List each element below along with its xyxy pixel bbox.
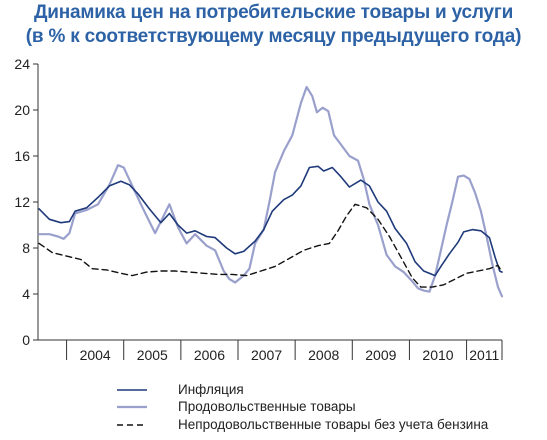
y-tick-label: 16: [14, 148, 30, 164]
series-line-food: [38, 85, 504, 298]
chart-legend: Инфляция Продовольственные товары Непродов…: [117, 382, 489, 432]
legend-label-food: Продовольственные товары: [178, 399, 356, 414]
y-tick-label: 24: [14, 56, 30, 72]
y-tick-label: 8: [22, 240, 30, 256]
x-tick-label: 2011: [469, 347, 499, 363]
y-tick-label: 0: [22, 332, 30, 348]
chart-subtitle: (в % к соответствующему месяцу предыдуще…: [25, 26, 522, 47]
legend-label-inflation: Инфляция: [178, 382, 244, 397]
x-tick-label: 2005: [137, 347, 168, 363]
y-tick-label: 12: [14, 194, 30, 210]
legend-label-nonfood: Непродовольственные товары без учета бен…: [178, 417, 489, 432]
x-tick-label: 2007: [251, 347, 282, 363]
y-tick-label: 20: [14, 102, 30, 118]
chart-title: Динамика цен на потребительские товары и…: [33, 2, 514, 23]
chart-axes: 0 4 8 12 16 20 24 2004 2005 2006 2007 2008 2009 2010 2…: [14, 56, 503, 363]
x-tick-label: 2004: [80, 347, 111, 363]
chart-series: [38, 85, 504, 298]
x-tick-label: 2008: [308, 347, 339, 363]
x-tick-label: 2010: [422, 347, 453, 363]
y-tick-label: 4: [22, 286, 30, 302]
x-tick-label: 2009: [365, 347, 396, 363]
x-tick-label: 2006: [194, 347, 225, 363]
series-line-inflation: [38, 165, 503, 277]
series-line-nonfood: [38, 203, 503, 288]
